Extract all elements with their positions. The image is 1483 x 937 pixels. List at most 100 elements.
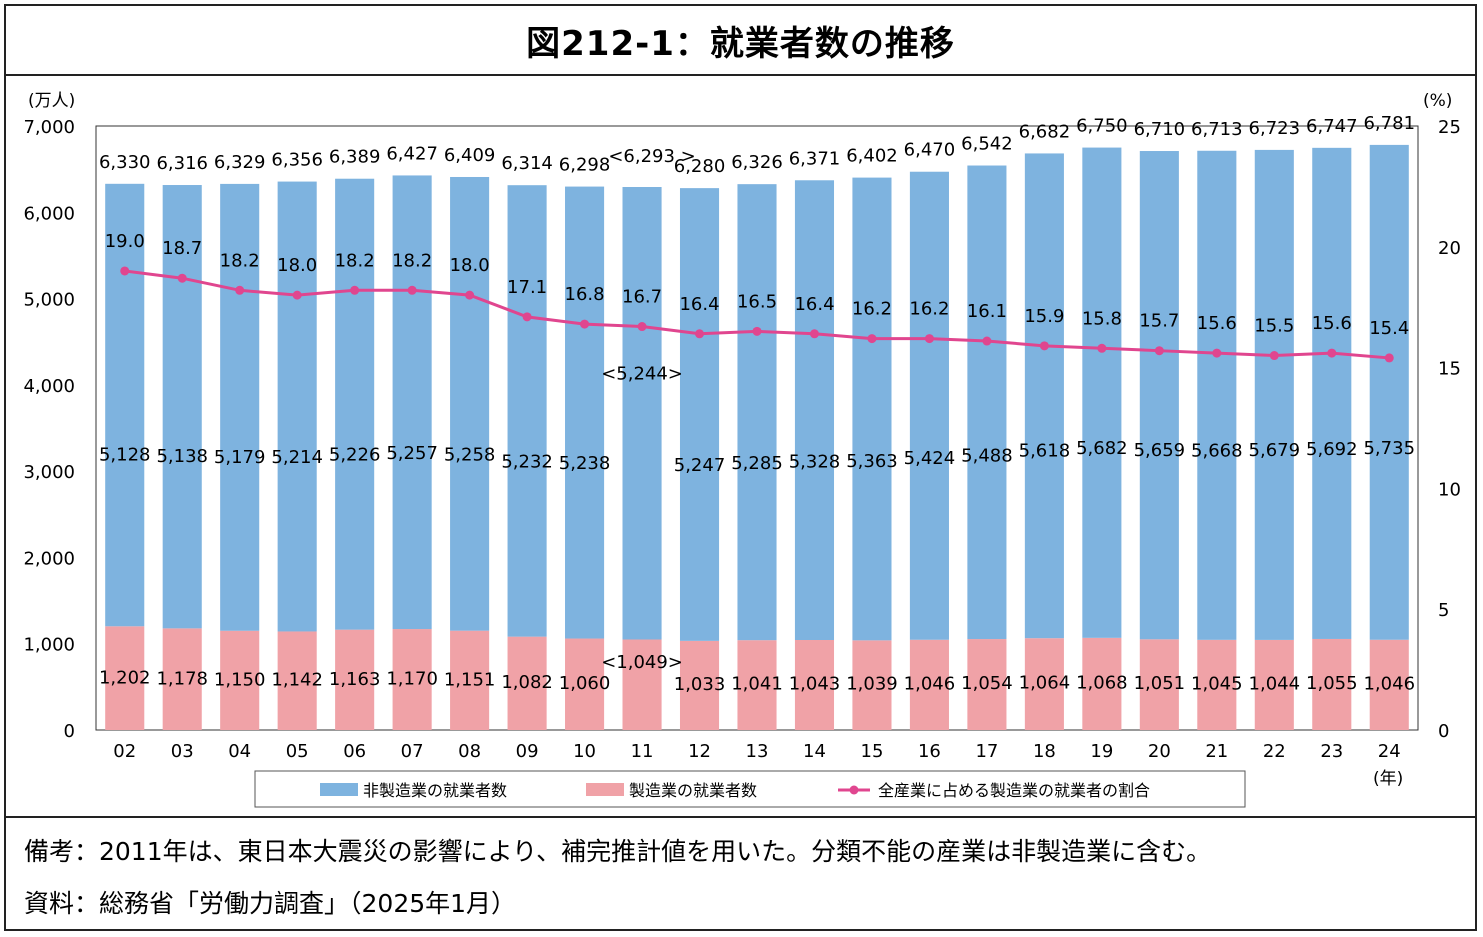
y-right-tick-label: 0 bbox=[1438, 721, 1449, 742]
ratio-point bbox=[407, 285, 417, 295]
ratio-point bbox=[982, 336, 992, 346]
x-tick-label: 21 bbox=[1205, 741, 1228, 762]
manufacturing-bar bbox=[967, 639, 1007, 730]
figure-frame: 図212-1：就業者数の推移 備考：2011年は、東日本大震災の影響により、補完… bbox=[4, 4, 1477, 931]
ratio-label: 18.2 bbox=[392, 250, 432, 271]
x-tick-label: 15 bbox=[861, 741, 884, 762]
manufacturing-label: 1,051 bbox=[1134, 673, 1186, 694]
non-manufacturing-label: 5,692 bbox=[1306, 439, 1358, 460]
remark-note: 備考：2011年は、東日本大震災の影響により、補完推計値を用いた。分類不能の産業… bbox=[24, 837, 1212, 866]
ratio-label: 15.6 bbox=[1312, 313, 1352, 334]
x-tick-label: 17 bbox=[975, 741, 998, 762]
non-manufacturing-label: 5,618 bbox=[1019, 440, 1071, 461]
ratio-label: 18.0 bbox=[450, 255, 490, 276]
non-manufacturing-label: 5,328 bbox=[789, 452, 841, 473]
total-label: 6,470 bbox=[904, 140, 956, 161]
ratio-point bbox=[235, 285, 245, 295]
non-manufacturing-label: 5,257 bbox=[386, 443, 438, 464]
x-tick-label: 07 bbox=[401, 741, 424, 762]
total-label: 6,781 bbox=[1363, 113, 1415, 134]
manufacturing-label: 1,082 bbox=[501, 672, 553, 693]
x-tick-label: 02 bbox=[113, 741, 136, 762]
manufacturing-label: 1,150 bbox=[214, 669, 266, 690]
ratio-label: 16.4 bbox=[679, 294, 719, 315]
x-tick-label: 23 bbox=[1320, 741, 1343, 762]
ratio-point bbox=[1269, 351, 1279, 361]
manufacturing-label: 1,170 bbox=[386, 669, 438, 690]
ratio-point bbox=[350, 285, 360, 295]
non-manufacturing-bar bbox=[565, 186, 605, 639]
ratio-point bbox=[1384, 353, 1394, 363]
ratio-point bbox=[465, 290, 475, 300]
non-manufacturing-bar bbox=[105, 183, 145, 627]
ratio-point bbox=[695, 329, 705, 339]
ratio-label: 15.9 bbox=[1024, 306, 1064, 327]
non-manufacturing-bar bbox=[1024, 153, 1064, 639]
total-label: 6,389 bbox=[329, 147, 381, 168]
ratio-point bbox=[1154, 346, 1164, 356]
non-manufacturing-bar bbox=[1254, 149, 1294, 640]
y-left-tick-label: 5,000 bbox=[23, 290, 75, 311]
x-tick-label: 12 bbox=[688, 741, 711, 762]
manufacturing-bar bbox=[220, 630, 260, 730]
ratio-point bbox=[1039, 341, 1049, 351]
ratio-point bbox=[1212, 348, 1222, 358]
non-manufacturing-label: 5,232 bbox=[501, 451, 553, 472]
legend-marker-ratio bbox=[849, 785, 859, 795]
x-tick-label: 08 bbox=[458, 741, 481, 762]
ratio-label: 15.4 bbox=[1369, 318, 1409, 339]
total-label: 6,280 bbox=[674, 156, 726, 177]
y-right-tick-label: 5 bbox=[1438, 600, 1449, 621]
ratio-point bbox=[580, 319, 590, 329]
source-note: 資料：総務省「労働力調査」（2025年1月） bbox=[24, 889, 517, 918]
non-manufacturing-label: 5,659 bbox=[1134, 440, 1186, 461]
ratio-point bbox=[924, 334, 934, 344]
y-right-tick-label: 20 bbox=[1438, 238, 1461, 259]
ratio-point bbox=[522, 312, 532, 322]
total-label: 6,682 bbox=[1019, 121, 1071, 142]
non-manufacturing-label: 5,247 bbox=[674, 455, 726, 476]
manufacturing-label: 1,163 bbox=[329, 669, 381, 690]
manufacturing-bar bbox=[909, 639, 949, 730]
manufacturing-label: 1,033 bbox=[674, 674, 726, 695]
figure-title: 図212-1：就業者数の推移 bbox=[6, 6, 1475, 76]
x-tick-label: 16 bbox=[918, 741, 941, 762]
total-label: 6,723 bbox=[1249, 118, 1301, 139]
x-tick-label: 22 bbox=[1263, 741, 1286, 762]
total-label: 6,356 bbox=[271, 150, 323, 171]
manufacturing-bar bbox=[162, 628, 202, 730]
non-manufacturing-label: 5,238 bbox=[559, 453, 611, 474]
ratio-label: 17.1 bbox=[507, 277, 547, 298]
manufacturing-bar bbox=[105, 626, 145, 730]
non-manufacturing-label: 5,668 bbox=[1191, 440, 1243, 461]
manufacturing-label: 1,060 bbox=[559, 673, 611, 694]
non-manufacturing-bar bbox=[277, 181, 317, 632]
total-label: 6,750 bbox=[1076, 116, 1128, 137]
manufacturing-label: 1,054 bbox=[961, 673, 1013, 694]
non-manufacturing-bar bbox=[852, 177, 892, 641]
manufacturing-bar bbox=[1369, 639, 1409, 730]
non-manufacturing-bar bbox=[1197, 150, 1237, 640]
y-left-tick-label: 4,000 bbox=[23, 376, 75, 397]
non-manufacturing-label: 5,214 bbox=[271, 447, 323, 468]
total-label: 6,316 bbox=[156, 153, 208, 174]
ratio-label: 16.2 bbox=[852, 299, 892, 320]
y-left-tick-label: 6,000 bbox=[23, 203, 75, 224]
total-label: 6,371 bbox=[789, 148, 841, 169]
ratio-point bbox=[809, 329, 819, 339]
manufacturing-bar bbox=[794, 640, 835, 730]
manufacturing-bar bbox=[507, 636, 547, 730]
x-tick-label: 19 bbox=[1090, 741, 1113, 762]
legend-swatch-non-manufacturing bbox=[320, 783, 358, 796]
x-tick-label: 11 bbox=[631, 741, 654, 762]
legend-box bbox=[254, 770, 1246, 808]
y-right-unit: (%) bbox=[1423, 91, 1452, 111]
non-manufacturing-bar bbox=[1312, 147, 1352, 639]
manufacturing-bar bbox=[1024, 638, 1064, 730]
total-label: 6,314 bbox=[501, 153, 553, 174]
non-manufacturing-label: 5,488 bbox=[961, 445, 1013, 466]
ratio-point bbox=[752, 326, 762, 336]
ratio-label: 18.0 bbox=[277, 255, 317, 276]
legend-label-non-manufacturing: 非製造業の就業者数 bbox=[363, 781, 507, 800]
